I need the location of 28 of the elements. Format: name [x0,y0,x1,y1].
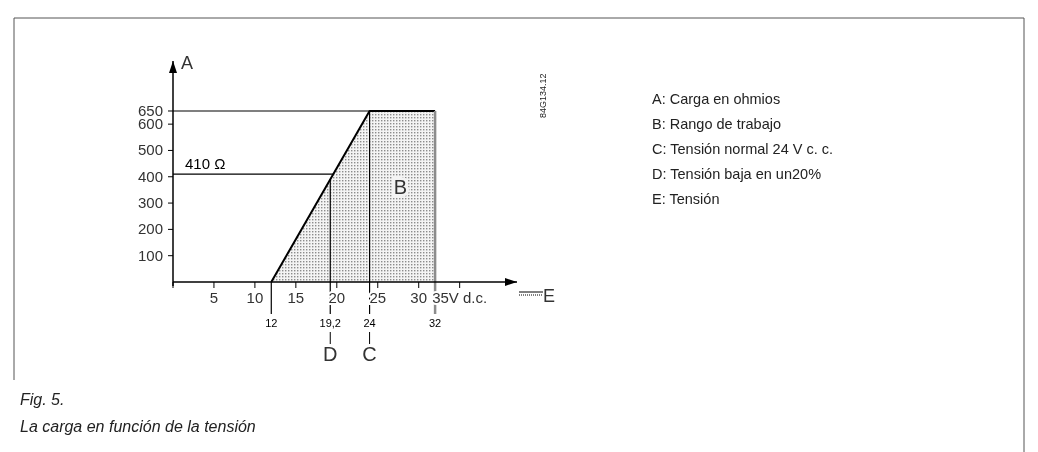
y-tick-label: 500 [137,141,163,159]
annotation: B [393,176,408,199]
text: C: Tensión normal 24 V c. c. [652,141,834,157]
y-tick-label: 300 [137,194,163,212]
text: D [323,343,338,365]
x-tick-label: 15 [287,289,305,306]
text: B: Rango de trabajo [652,116,781,132]
x-tick-label: 30 [410,289,428,306]
y-tick-label: 200 [137,220,163,238]
x-axis-title: E [543,286,556,306]
ref-line-label: 410 Ω [185,155,226,173]
ref-line-label: 12 [265,317,278,329]
text: La carga en función de la tensión [20,418,256,435]
text: Fig. 5. [20,391,65,408]
y-axis-title: A [181,53,194,73]
text: A: Carga en ohmios [652,91,781,107]
text: C [362,343,377,365]
ref-line-label: 24 [363,317,376,329]
text: E: Tensión [652,191,720,207]
x-tick-label: 25 [369,289,387,306]
x-tick-label: 5 [209,289,219,306]
y-tick-label: 100 [137,246,163,264]
text: 84G134.12 [538,73,548,118]
text: D: Tensión baja en un20% [652,166,822,182]
ref-line-label: 19,2 [319,317,341,329]
y-tick-label: 400 [137,167,163,185]
ref-line-label: 32 [428,317,442,329]
x-tick-label: 10 [246,289,264,306]
